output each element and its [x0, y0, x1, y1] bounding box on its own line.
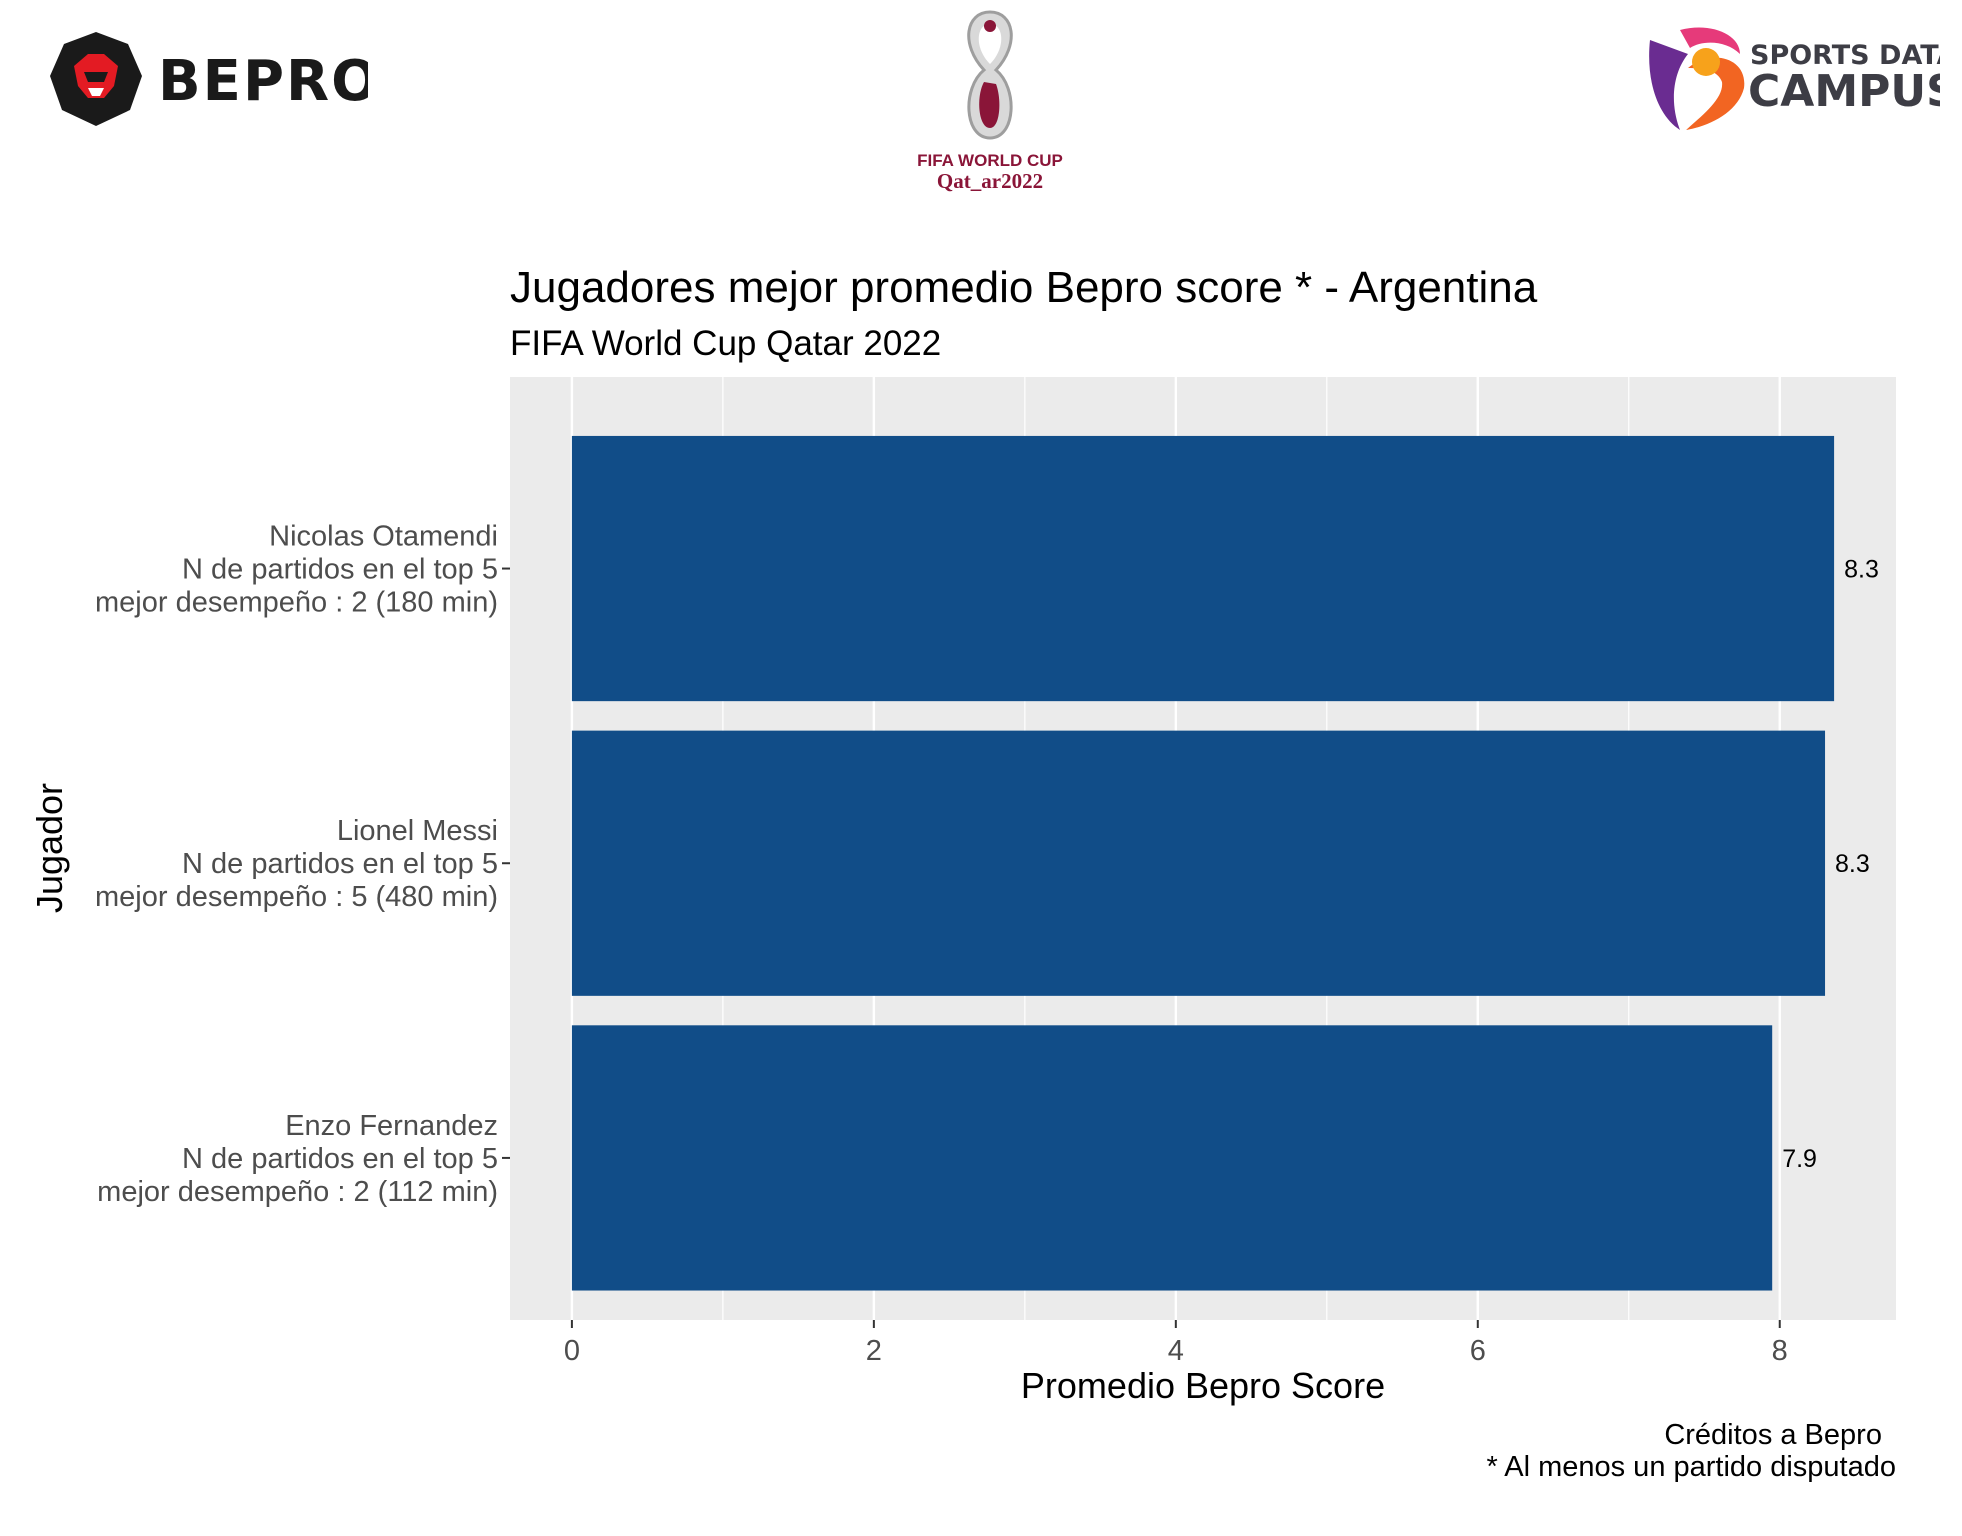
world-cup-logo: FIFA WORLD CUP Qat_ar2022 [900, 4, 1080, 196]
bar [571, 1025, 1773, 1291]
bar-value-label: 7.9 [1782, 1145, 1817, 1173]
y-tick-label: N de partidos en el top 5 [182, 554, 498, 586]
sports-data-campus-logo: SPORTS DATA CAMPUS [1640, 18, 1940, 138]
x-tick-label: 0 [564, 1335, 580, 1367]
world-cup-trophy-icon [967, 10, 1013, 140]
chart-title: Jugadores mejor promedio Bepro score * -… [510, 263, 1538, 312]
sports-data-campus-swoosh-icon [1649, 27, 1745, 130]
y-tick-label: mejor desempeño : 2 (180 min) [95, 587, 498, 619]
y-tick-label: mejor desempeño : 5 (480 min) [95, 881, 498, 913]
caption-credits: Créditos a Bepro [1664, 1419, 1890, 1451]
y-tick-label: N de partidos en el top 5 [182, 848, 498, 880]
data-labels: 8.3 8.3 7.9 [1782, 556, 1879, 1173]
chart-subtitle: FIFA World Cup Qatar 2022 [510, 324, 941, 363]
bar [571, 435, 1835, 702]
world-cup-logo-line2: Qat_ar2022 [937, 169, 1043, 193]
bar [571, 730, 1826, 996]
bepro-logo: BEPRO [48, 30, 368, 130]
x-axis-ticks: 0 2 4 6 8 [564, 1320, 1788, 1367]
sports-data-campus-line1: SPORTS DATA [1750, 40, 1940, 71]
bar-value-label: 8.3 [1835, 850, 1870, 878]
x-tick-label: 4 [1168, 1335, 1184, 1367]
y-tick-label: Lionel Messi [337, 815, 498, 847]
x-axis-label: Promedio Bepro Score [1021, 1365, 1385, 1406]
x-tick-label: 2 [866, 1335, 882, 1367]
bepro-logo-text: BEPRO [158, 49, 368, 114]
caption-note: * Al menos un partido disputado [1487, 1451, 1897, 1483]
y-tick-label: mejor desempeño : 2 (112 min) [97, 1176, 498, 1208]
y-tick-label: Enzo Fernandez [285, 1110, 498, 1142]
y-axis-label: Jugador [29, 783, 70, 913]
sports-data-campus-line2: CAMPUS [1748, 66, 1940, 117]
bar-value-label: 8.3 [1844, 556, 1879, 584]
y-tick-label: Nicolas Otamendi [269, 521, 498, 553]
y-tick-label: N de partidos en el top 5 [182, 1143, 498, 1175]
x-tick-label: 8 [1772, 1335, 1788, 1367]
world-cup-logo-line1: FIFA WORLD CUP [917, 151, 1063, 170]
bars [571, 435, 1835, 1291]
x-tick-label: 6 [1470, 1335, 1486, 1367]
